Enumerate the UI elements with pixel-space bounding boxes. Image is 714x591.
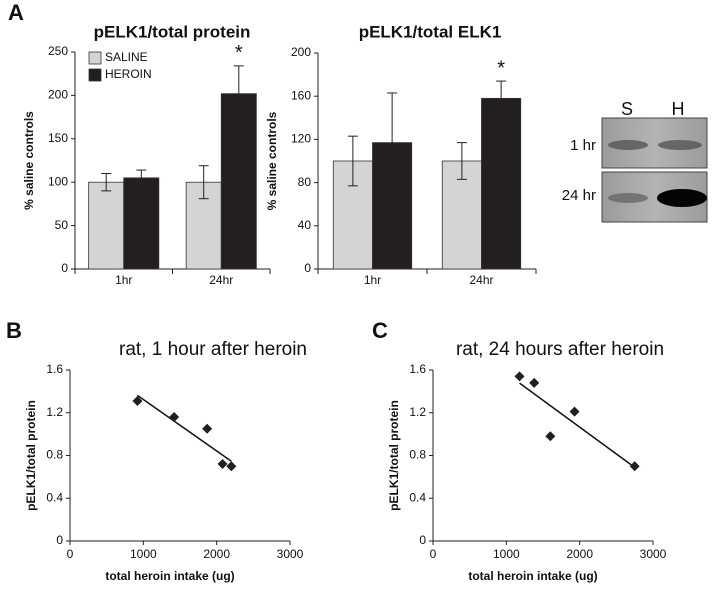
data-point xyxy=(569,406,580,417)
data-point xyxy=(545,431,556,442)
blot-row-label: 1 hr xyxy=(570,137,596,154)
tick-label: 0 xyxy=(56,533,63,547)
significance-marker: * xyxy=(497,57,505,79)
tick-label: 1000 xyxy=(493,547,520,561)
tick-label: 2000 xyxy=(566,547,593,561)
y-axis-label: pELK1/total protein xyxy=(387,400,401,511)
band xyxy=(608,193,648,203)
band xyxy=(657,189,707,207)
data-point xyxy=(132,395,143,406)
tick-label: 0 xyxy=(67,547,74,561)
bar xyxy=(481,97,522,270)
panel-label: B xyxy=(6,318,22,343)
data-point xyxy=(629,461,640,472)
data-point xyxy=(217,459,228,470)
tick-label: 50 xyxy=(55,218,69,232)
tick-label: 150 xyxy=(48,131,68,145)
x-axis-label: total heroin intake (ug) xyxy=(468,569,597,583)
data-point xyxy=(169,412,180,423)
tick-label: 200 xyxy=(48,88,68,102)
y-axis-label: % saline controls xyxy=(265,111,279,210)
data-point xyxy=(202,423,213,434)
data-point xyxy=(514,371,525,382)
legend-label: HEROIN xyxy=(105,67,152,81)
significance-marker: * xyxy=(235,42,243,64)
blot-row-label: 24 hr xyxy=(562,187,596,204)
panel-label: C xyxy=(372,318,388,343)
chart-title: pELK1/total ELK1 xyxy=(359,22,502,41)
tick-label: 40 xyxy=(298,218,312,232)
tick-label: 0 xyxy=(419,533,426,547)
chart-title: rat, 1 hour after heroin xyxy=(119,339,307,360)
tick-label: 0 xyxy=(61,261,68,275)
tick-label: 1000 xyxy=(130,547,157,561)
tick-label: 1.6 xyxy=(46,362,63,376)
tick-label: 2000 xyxy=(203,547,230,561)
band xyxy=(608,140,648,150)
x-tick-label: 1hr xyxy=(115,273,132,287)
trend-line xyxy=(519,382,636,468)
blot-column-label: H xyxy=(672,99,685,119)
data-point xyxy=(529,377,540,388)
tick-label: 120 xyxy=(291,132,311,146)
tick-label: 0.8 xyxy=(46,448,63,462)
bar xyxy=(88,181,125,270)
tick-label: 100 xyxy=(48,174,68,188)
panel-label: A xyxy=(8,0,24,25)
bar xyxy=(123,177,160,270)
legend-swatch xyxy=(88,51,102,65)
chart-title: rat, 24 hours after heroin xyxy=(456,339,664,360)
x-tick-label: 24hr xyxy=(209,273,233,287)
tick-label: 0.4 xyxy=(46,490,63,504)
legend-label: SALINE xyxy=(105,50,148,64)
trend-line xyxy=(137,394,232,462)
x-axis-label: total heroin intake (ug) xyxy=(105,569,234,583)
x-tick-label: 24hr xyxy=(469,273,493,287)
tick-label: 0.4 xyxy=(409,490,426,504)
tick-label: 1.2 xyxy=(409,405,426,419)
tick-label: 3000 xyxy=(277,547,304,561)
tick-label: 160 xyxy=(291,88,311,102)
tick-label: 1.2 xyxy=(46,405,63,419)
tick-label: 200 xyxy=(291,45,311,59)
bar xyxy=(220,93,257,270)
tick-label: 3000 xyxy=(640,547,667,561)
tick-label: 0 xyxy=(430,547,437,561)
legend-swatch xyxy=(88,68,102,82)
tick-label: 250 xyxy=(48,44,68,58)
chart-title: pELK1/total protein xyxy=(94,22,251,41)
y-axis-label: pELK1/total protein xyxy=(24,400,38,511)
x-tick-label: 1hr xyxy=(364,273,381,287)
data-point xyxy=(226,461,237,472)
tick-label: 80 xyxy=(298,175,312,189)
western-blot: S H 1 hr 24 hr xyxy=(562,99,708,223)
tick-label: 1.6 xyxy=(409,362,426,376)
blot-column-label: S xyxy=(621,99,633,119)
y-axis-label: % saline controls xyxy=(22,111,36,210)
tick-label: 0 xyxy=(304,261,311,275)
tick-label: 0.8 xyxy=(409,448,426,462)
band xyxy=(658,140,702,150)
